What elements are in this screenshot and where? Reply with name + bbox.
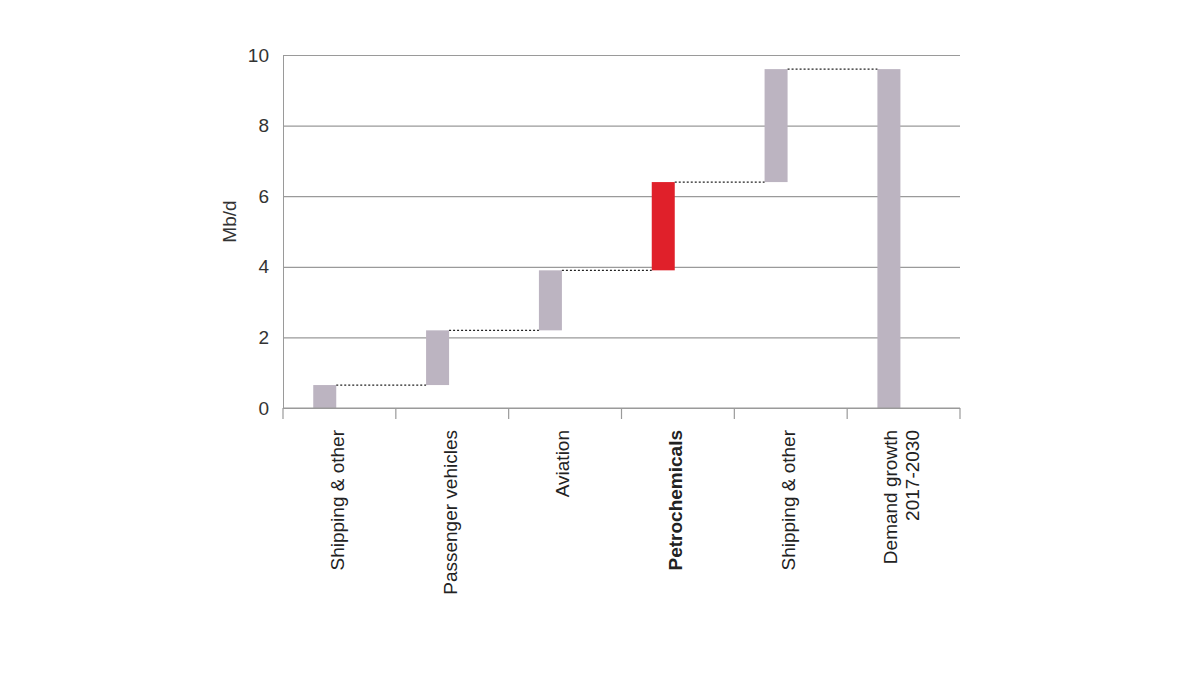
- bars: [313, 69, 900, 408]
- y-tick: 0: [258, 398, 960, 419]
- y-tick-label: 2: [258, 327, 269, 348]
- y-tick-label: 10: [248, 45, 269, 66]
- y-axis-line: [283, 56, 284, 409]
- x-tick: [847, 408, 848, 419]
- y-tick: 8: [258, 115, 960, 136]
- grid-line: [283, 196, 960, 197]
- y-tick: 10: [248, 45, 960, 66]
- bar: [877, 69, 900, 408]
- x-tick-label: Petrochemicals: [665, 430, 686, 570]
- bar: [652, 182, 675, 270]
- x-tick-label: Aviation: [552, 430, 573, 497]
- chart: 0 2 4 6 8 10 Mb/d Shipping & other Passenger veh…: [0, 0, 1200, 680]
- bar: [426, 330, 449, 385]
- y-axis-title: Mb/d: [219, 200, 240, 242]
- x-tick: [395, 408, 396, 419]
- connector: [788, 69, 878, 70]
- x-axis: Shipping & other Passenger vehicles Aviati…: [283, 408, 960, 595]
- grid-line: [283, 125, 960, 126]
- y-tick-label: 0: [258, 398, 269, 419]
- y-tick: 4: [258, 256, 960, 277]
- x-tick-label: Shipping & other: [327, 429, 348, 570]
- y-tick-label: 4: [258, 256, 269, 277]
- x-tick-label: Shipping & other: [778, 429, 799, 570]
- x-tick-label: Demand growth2017-2030: [880, 430, 924, 564]
- connector: [449, 330, 539, 331]
- x-tick: [734, 408, 735, 419]
- x-tick: [282, 408, 283, 419]
- grid-line: [283, 267, 960, 268]
- x-tick: [508, 408, 509, 419]
- y-tick: 6: [258, 186, 960, 207]
- bar: [539, 270, 562, 330]
- y-tick: 2: [258, 327, 960, 348]
- x-tick: [959, 408, 960, 419]
- grid-line: [283, 337, 960, 338]
- plot: 0 2 4 6 8 10 Mb/d Shipping & other Passenger veh…: [219, 45, 960, 595]
- x-tick: [621, 408, 622, 419]
- bar: [765, 69, 788, 182]
- y-axis: 0 2 4 6 8 10: [248, 45, 960, 419]
- y-tick-label: 6: [258, 186, 269, 207]
- connector: [336, 384, 426, 385]
- grid-line: [283, 55, 960, 56]
- connector: [675, 181, 765, 182]
- x-tick-label: Passenger vehicles: [440, 430, 461, 595]
- y-tick-label: 8: [258, 115, 269, 136]
- bar: [313, 385, 336, 408]
- connector: [562, 270, 652, 271]
